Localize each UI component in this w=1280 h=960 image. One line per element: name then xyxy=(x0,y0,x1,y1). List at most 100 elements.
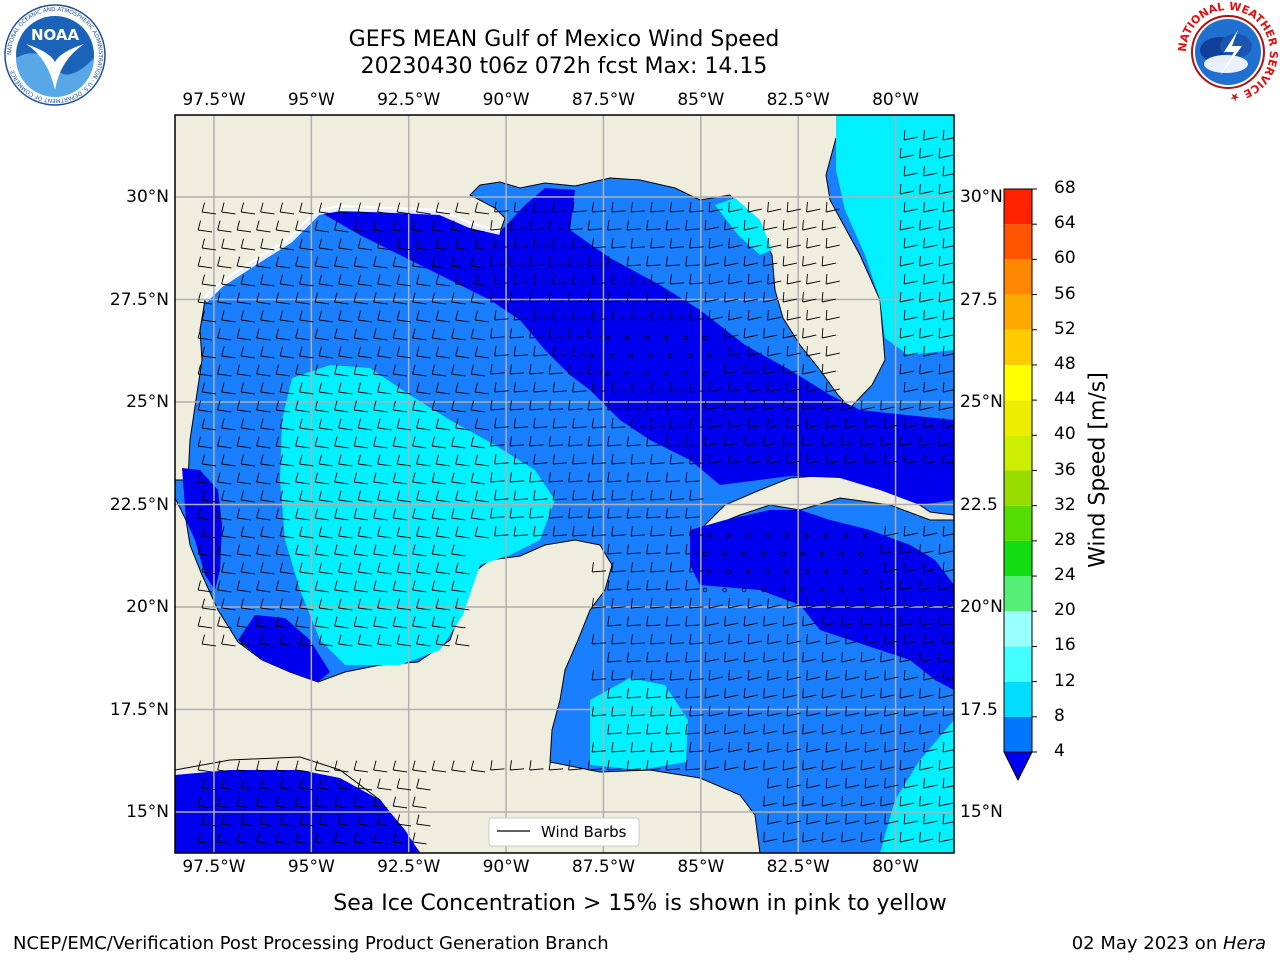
wind-barb xyxy=(763,688,778,699)
wind-barb xyxy=(841,724,856,735)
wind-barb xyxy=(689,454,704,465)
cuba-land xyxy=(699,474,954,531)
wind-barb xyxy=(884,706,899,717)
wind-barb xyxy=(626,256,642,267)
wind-barb xyxy=(884,670,899,681)
wind-barb xyxy=(396,274,412,287)
wind-barb xyxy=(860,760,875,771)
wind-barb xyxy=(509,328,525,339)
wind-barb xyxy=(841,832,856,843)
wind-barb xyxy=(260,202,275,215)
colorbar-tick-label: 64 xyxy=(1054,213,1076,234)
wind-barb xyxy=(279,346,295,359)
wind-barb xyxy=(665,292,681,303)
wind-barb xyxy=(392,796,408,809)
wind-barb xyxy=(548,760,564,771)
wind-barb xyxy=(373,400,388,413)
wind-barb xyxy=(899,436,914,447)
chart-subtitle: 20230430 t06z 072h fcst Max: 14.15 xyxy=(360,54,768,79)
wind-barb xyxy=(377,274,392,287)
wind-barb xyxy=(470,328,486,341)
colorbar-tick-label: 8 xyxy=(1054,705,1065,726)
wind-barb xyxy=(513,454,529,465)
wind-barb xyxy=(221,562,236,575)
wind-barb xyxy=(665,652,681,663)
wind-barb xyxy=(806,346,821,357)
wind-barb xyxy=(665,580,681,591)
wind-barb xyxy=(377,526,392,539)
lon-label-top: 82.5°W xyxy=(766,90,830,110)
wind-barb xyxy=(260,814,275,827)
wind-barb xyxy=(728,202,743,213)
wind-barb xyxy=(197,544,213,557)
lon-label-top: 90°W xyxy=(482,90,530,110)
wind-barb xyxy=(435,418,451,431)
wind-barb xyxy=(747,742,762,753)
wind-barb xyxy=(197,436,213,449)
wind-barb xyxy=(240,274,256,287)
colorbar-tick-label: 36 xyxy=(1054,459,1076,480)
wind-barb xyxy=(685,220,700,231)
wind-barb xyxy=(630,742,646,753)
wind-barb xyxy=(334,544,349,557)
calm-marker xyxy=(628,353,634,359)
wind-barb xyxy=(724,220,739,231)
wind-barb xyxy=(353,544,369,557)
wind-barb xyxy=(533,202,548,213)
wind-barb xyxy=(318,814,334,827)
wind-barb xyxy=(256,220,271,233)
wind-barb xyxy=(279,778,295,791)
wind-barb xyxy=(392,292,408,305)
wind-barb xyxy=(724,292,739,303)
wind-barb xyxy=(763,652,778,663)
map-gridlines xyxy=(175,115,954,853)
wind-barb xyxy=(685,688,700,699)
wind-barb xyxy=(509,508,525,519)
wind-barb xyxy=(782,328,797,339)
colorbar-tick-label: 40 xyxy=(1054,424,1076,445)
wind-barb xyxy=(299,202,314,215)
wind-barb xyxy=(630,454,646,465)
wind-barb xyxy=(923,454,938,465)
wind-barb xyxy=(256,580,271,593)
wind-barb xyxy=(260,526,275,539)
wind-barb xyxy=(236,256,252,269)
calm-marker xyxy=(823,569,829,575)
colorbar-segment xyxy=(1004,681,1032,717)
wind-barb xyxy=(806,274,821,285)
wind-barb xyxy=(431,400,447,413)
wind-barb xyxy=(568,760,583,771)
colorbar-tick-label: 12 xyxy=(1054,670,1076,691)
wind-barb xyxy=(416,778,431,791)
wind-barb xyxy=(607,688,622,699)
wind-barb xyxy=(685,724,700,735)
calm-marker xyxy=(706,533,712,539)
wind-barb xyxy=(435,274,451,287)
calm-marker xyxy=(839,587,844,593)
wind-barb xyxy=(490,472,505,483)
wind-barb xyxy=(552,418,568,429)
wind-barb xyxy=(416,634,431,647)
wind-barb xyxy=(318,562,334,575)
wind-barb xyxy=(435,598,451,611)
wind-barb xyxy=(451,760,466,773)
wind-barb xyxy=(903,454,918,465)
wind-barb xyxy=(782,292,797,303)
wind-barb xyxy=(275,544,291,557)
wind-barb xyxy=(743,688,758,699)
wind-barb xyxy=(587,364,603,375)
wind-barb xyxy=(509,364,525,375)
wind-barb xyxy=(650,490,665,501)
wind-barb xyxy=(373,220,388,233)
colorbar-segment xyxy=(1004,576,1032,612)
wind-barb xyxy=(767,742,782,753)
wind-barb xyxy=(899,220,914,231)
wind-barb xyxy=(611,598,626,609)
wind-barb xyxy=(474,238,490,251)
wind-barb xyxy=(279,238,295,251)
calm-marker xyxy=(605,371,610,377)
wind-barb xyxy=(802,724,817,735)
wind-barb xyxy=(295,796,310,809)
wind-barb xyxy=(806,598,821,609)
wind-barb xyxy=(295,472,310,485)
